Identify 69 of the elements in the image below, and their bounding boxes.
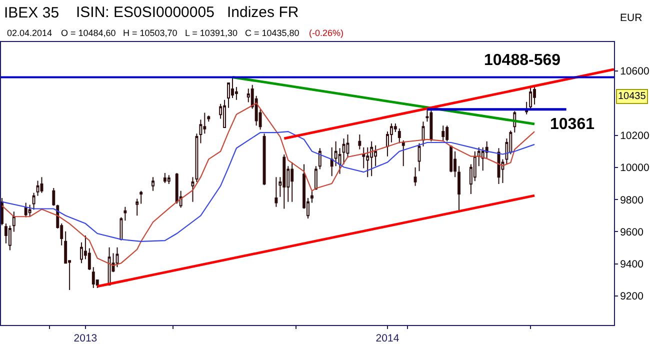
candlestick	[398, 128, 401, 144]
y-tick-label: 10000	[620, 162, 650, 174]
candlestick	[8, 225, 12, 251]
candlestick	[310, 189, 314, 204]
candlestick	[414, 166, 417, 186]
x-tick-label: 2013	[74, 332, 98, 345]
candlestick	[175, 172, 178, 204]
y-tick-label: 9200	[620, 290, 644, 303]
text: 10435	[618, 91, 646, 102]
candlestick	[120, 216, 123, 240]
candlestick	[1, 197, 4, 226]
candlestick	[262, 133, 266, 186]
candlestick	[52, 188, 56, 206]
candlestick	[458, 166, 460, 212]
line-series	[1, 102, 536, 266]
y-tick-label: 10200	[620, 130, 650, 142]
candlestick	[450, 146, 453, 173]
candlestick	[223, 99, 226, 128]
candlestick	[167, 174, 170, 184]
chart-title: IBEX 35	[4, 4, 60, 22]
candlestick	[28, 204, 32, 218]
text: Indizes FR	[227, 4, 299, 21]
candlestick	[370, 140, 374, 177]
candlestick	[318, 148, 322, 170]
candlestick	[533, 86, 536, 105]
candlestick	[124, 206, 127, 222]
annotation: 10361	[550, 116, 595, 133]
candlestick	[430, 108, 433, 142]
candlestick	[442, 125, 445, 142]
candlestick	[529, 86, 532, 110]
candlestick	[191, 176, 194, 202]
candlestick	[32, 192, 36, 210]
candlestick	[36, 180, 40, 196]
candlestick	[12, 211, 16, 232]
candlestick	[477, 146, 480, 167]
candlestick	[40, 176, 44, 194]
text: O = 10484,60	[61, 28, 116, 38]
annotation: 10488-569	[484, 52, 561, 69]
candlestick	[163, 172, 166, 184]
candlestick	[525, 101, 528, 115]
y-tick-label: 10600	[620, 66, 650, 78]
candlestick	[282, 154, 286, 210]
candlestick	[402, 140, 405, 167]
candlestick	[358, 134, 362, 150]
candlestick	[342, 138, 346, 165]
candlestick	[290, 162, 294, 202]
line-series	[1, 131, 536, 242]
candlestick	[92, 266, 95, 289]
candlestick	[24, 202, 28, 218]
candlestick	[418, 142, 421, 172]
candlestick	[314, 166, 318, 190]
y-tick-label: 9600	[620, 226, 644, 238]
x-tick-label: 2014	[376, 332, 400, 345]
text: H = 10503,70	[123, 28, 178, 38]
text: C = 10435,80	[245, 28, 300, 38]
text: L = 10391,30	[185, 28, 238, 38]
text: (-0.26%)	[309, 28, 344, 38]
candlestick	[140, 190, 143, 204]
candlestick	[207, 115, 210, 122]
candlestick	[152, 176, 154, 192]
chart-subtitle: ISIN: ES0SI0000005	[76, 4, 214, 21]
text: 02.04.2014	[7, 28, 52, 38]
candlestick	[116, 246, 119, 268]
y-tick-label: 9800	[620, 194, 644, 206]
y-axis-title: EUR	[620, 12, 643, 24]
candlestick	[446, 125, 449, 142]
candlestick	[136, 198, 139, 216]
candlestick	[274, 176, 278, 208]
y-tick-label: 9400	[620, 258, 644, 271]
